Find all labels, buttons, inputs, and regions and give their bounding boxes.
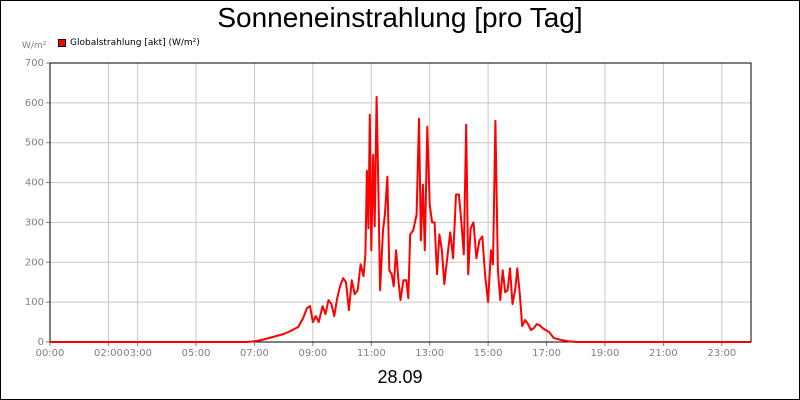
y-tick-label: 100 xyxy=(25,297,44,308)
y-tick-label: 300 xyxy=(25,217,44,228)
x-tick-label: 00:00 xyxy=(36,348,65,359)
x-tick-label: 19:00 xyxy=(591,348,620,359)
x-tick-label: 03:00 xyxy=(123,348,152,359)
x-tick-label: 05:00 xyxy=(182,348,211,359)
legend-label: Globalstrahlung [akt] (W/m²) xyxy=(70,38,200,48)
y-tick-label: 200 xyxy=(25,257,44,268)
plot-border xyxy=(49,62,752,343)
x-tick-label: 02:00 xyxy=(94,348,123,359)
x-tick-label: 13:00 xyxy=(415,348,444,359)
y-tick-label: 600 xyxy=(25,98,44,109)
y-tick-label: 0 xyxy=(38,337,44,348)
x-tick-label: 23:00 xyxy=(707,348,736,359)
chart-title: Sonneneinstrahlung [pro Tag] xyxy=(217,2,583,33)
series-line xyxy=(50,95,751,343)
x-tick-label: 11:00 xyxy=(357,348,386,359)
x-tick-label: 21:00 xyxy=(649,348,678,359)
y-tick-label: 500 xyxy=(25,138,44,149)
y-tick-label: 700 xyxy=(25,58,44,69)
y-unit-label: W/m² xyxy=(22,41,47,51)
x-tick-label: 07:00 xyxy=(240,348,269,359)
legend: Globalstrahlung [akt] (W/m²) xyxy=(58,38,200,48)
x-tick-label: 09:00 xyxy=(298,348,327,359)
y-tick-label: 400 xyxy=(25,178,44,189)
legend-swatch xyxy=(58,39,66,47)
date-label: 28.09 xyxy=(377,367,423,387)
x-tick-label: 15:00 xyxy=(474,348,503,359)
x-tick-label: 17:00 xyxy=(532,348,561,359)
